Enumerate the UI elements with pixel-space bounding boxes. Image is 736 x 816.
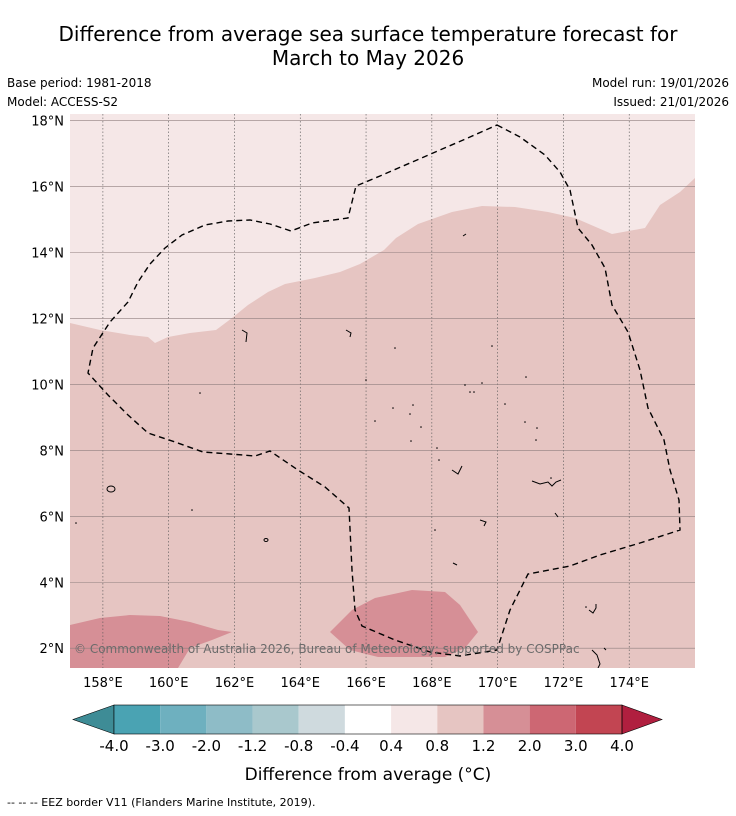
island bbox=[591, 649, 601, 668]
eez-border bbox=[87, 124, 681, 657]
colorbar-outline bbox=[113, 704, 623, 735]
island bbox=[452, 562, 458, 566]
colorbar-tick-label: -0.4 bbox=[330, 737, 359, 755]
colorbar-tick-label: -0.8 bbox=[284, 737, 313, 755]
anomaly-region-1.2-2.0-east bbox=[330, 590, 478, 657]
y-tick-label: 8°N bbox=[40, 444, 65, 459]
x-tick-label: 164°E bbox=[280, 676, 320, 691]
title-line-1: Difference from average sea surface temp… bbox=[58, 22, 678, 46]
y-axis-ticks: 18°N 16°N 14°N 12°N 10°N 8°N 6°N 4°N 2°N bbox=[31, 115, 64, 658]
x-tick-label: 172°E bbox=[544, 676, 584, 691]
colorbar-title: Difference from average (°C) bbox=[245, 765, 492, 785]
colorbar-bin bbox=[437, 705, 484, 734]
island bbox=[462, 233, 467, 237]
islands bbox=[106, 233, 607, 668]
gridlines bbox=[102, 114, 630, 668]
copyright-watermark: © Commonwealth of Australia 2026, Bureau… bbox=[74, 642, 580, 656]
island bbox=[345, 329, 352, 338]
issued-date: Issued: 21/01/2026 bbox=[613, 95, 729, 109]
chart-title: Difference from average sea surface temp… bbox=[0, 22, 736, 70]
anomaly-region-0.4-0.8-edge bbox=[687, 136, 695, 162]
colorbar-bin bbox=[344, 705, 392, 734]
y-tick-label: 6°N bbox=[40, 510, 65, 525]
colorbar-tick-label: 0.8 bbox=[425, 737, 449, 755]
x-tick-label: 168°E bbox=[412, 676, 452, 691]
y-tick-label: 4°N bbox=[40, 576, 65, 591]
base-period: Base period: 1981-2018 bbox=[7, 76, 152, 90]
colorbar-bin bbox=[298, 705, 345, 734]
meta-left: Base period: 1981-2018 Model: ACCESS-S2 bbox=[7, 74, 152, 112]
colorbar-bin bbox=[252, 705, 299, 734]
y-tick-label: 2°N bbox=[40, 642, 65, 657]
meta-right: Model run: 19/01/2026 Issued: 21/01/2026 bbox=[592, 74, 729, 112]
model-run: Model run: 19/01/2026 bbox=[591, 76, 729, 90]
island bbox=[263, 538, 269, 542]
colorbar-tick-label: -1.2 bbox=[238, 737, 267, 755]
x-tick-label: 166°E bbox=[346, 676, 386, 691]
eez-footnote: -- -- -- EEZ border V11 (Flanders Marine… bbox=[7, 796, 316, 809]
y-tick-label: 10°N bbox=[31, 378, 64, 393]
colorbar-bin bbox=[529, 705, 576, 734]
colorbar-over-arrow bbox=[621, 704, 663, 735]
colorbar: -4.0 -3.0 -2.0 -1.2 -0.8 -0.4 0.4 0.8 1.2 2.0 3.0 4… bbox=[72, 704, 663, 755]
colorbar-tick-label: 2.0 bbox=[518, 737, 542, 755]
island bbox=[479, 519, 487, 527]
colorbar-bin bbox=[206, 705, 253, 734]
x-tick-label: 170°E bbox=[478, 676, 518, 691]
map-area: © Commonwealth of Australia 2026, Bureau… bbox=[70, 114, 695, 668]
colorbar-bin bbox=[160, 705, 207, 734]
island bbox=[531, 479, 562, 487]
colorbar-tick-label: 3.0 bbox=[564, 737, 588, 755]
colorbar-tick-label: -3.0 bbox=[146, 737, 175, 755]
colorbar-bin bbox=[483, 705, 530, 734]
colorbar-bin bbox=[391, 705, 438, 734]
island bbox=[451, 465, 463, 475]
island bbox=[554, 512, 559, 518]
colorbar-tick-label: 4.0 bbox=[610, 737, 634, 755]
x-axis-ticks: 158°E 160°E 162°E 164°E 166°E 168°E 170°E 172°E… bbox=[83, 676, 649, 691]
anomaly-region-1.2-2.0-west bbox=[70, 615, 232, 668]
colorbar-tick-label: 1.2 bbox=[472, 737, 496, 755]
y-tick-label: 16°N bbox=[31, 181, 64, 196]
island bbox=[106, 485, 116, 493]
x-tick-label: 174°E bbox=[609, 676, 649, 691]
y-tick-label: 12°N bbox=[31, 312, 64, 327]
colorbar-bin bbox=[575, 705, 622, 734]
model-name: Model: ACCESS-S2 bbox=[7, 95, 119, 109]
title-line-2: March to May 2026 bbox=[271, 46, 465, 70]
anomaly-region-0.4-0.8 bbox=[70, 114, 695, 343]
colorbar-tick-label: -4.0 bbox=[99, 737, 128, 755]
x-tick-label: 158°E bbox=[83, 676, 123, 691]
colorbar-under-arrow bbox=[72, 704, 115, 735]
island bbox=[588, 604, 597, 614]
y-tick-label: 18°N bbox=[31, 115, 64, 130]
x-tick-label: 162°E bbox=[215, 676, 255, 691]
island bbox=[241, 329, 248, 343]
colorbar-tick-label: 0.4 bbox=[379, 737, 403, 755]
x-tick-label: 160°E bbox=[149, 676, 189, 691]
atolls bbox=[75, 345, 587, 608]
latitude-gridlines bbox=[70, 120, 695, 649]
island bbox=[603, 647, 607, 651]
colorbar-tick-label: -2.0 bbox=[192, 737, 221, 755]
colorbar-bin bbox=[114, 705, 161, 734]
y-tick-label: 14°N bbox=[31, 247, 64, 262]
